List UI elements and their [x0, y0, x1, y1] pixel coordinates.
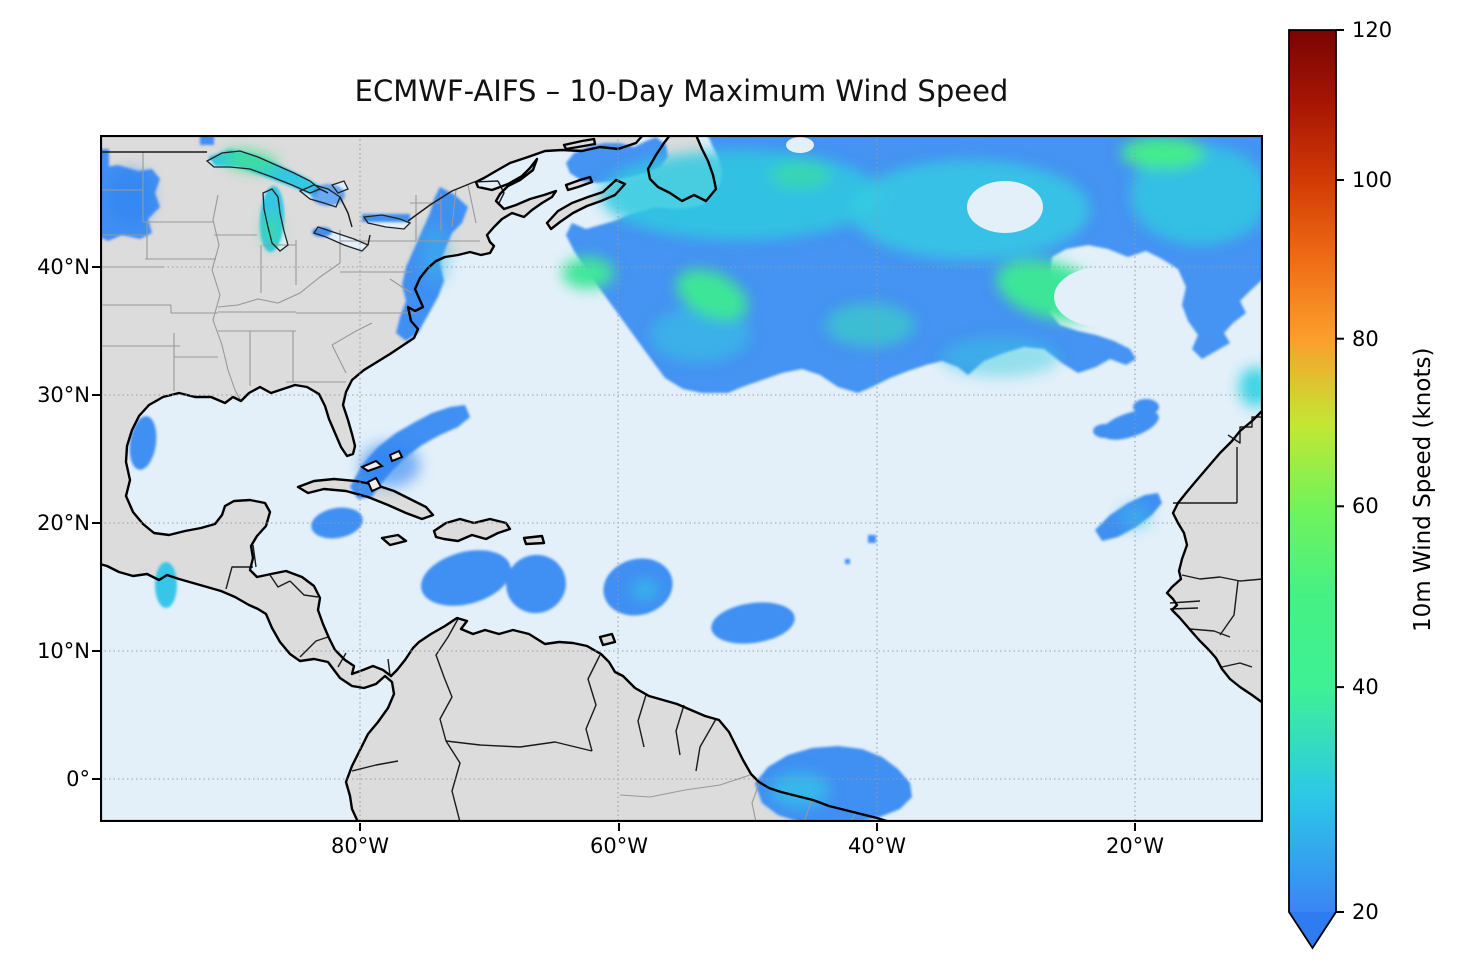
colorbar-gradient	[1289, 30, 1336, 912]
wind-accent-teal	[650, 307, 750, 363]
wind-blob-tehuantepec	[155, 562, 177, 608]
x-tickmark	[359, 823, 361, 831]
colorbar-outline	[1288, 29, 1337, 950]
wind-accent-green	[1121, 137, 1205, 169]
y-tickmark	[92, 778, 100, 780]
wind-accent-lake-superior-green	[222, 150, 278, 172]
y-tick-label: 10°N	[37, 639, 90, 663]
country-borders	[100, 151, 1263, 822]
map-plot-area	[100, 135, 1263, 822]
wind-dot-small	[845, 559, 850, 564]
x-tickmark	[876, 823, 878, 831]
wind-blob-tropical-atlantic	[711, 602, 795, 644]
y-tick-label: 40°N	[37, 255, 90, 279]
wind-accent-teal	[600, 150, 880, 240]
wind-accent-green	[676, 269, 748, 321]
wind-accent-green	[562, 257, 614, 289]
x-tickmark	[618, 823, 620, 831]
wind-gap-east-atlantic	[1054, 267, 1150, 327]
y-tickmark	[92, 266, 100, 268]
x-tick-label: 60°W	[590, 834, 648, 858]
wind-accent-equatorial-cyan	[770, 772, 830, 808]
y-tickmark	[92, 522, 100, 524]
gridlines	[100, 135, 1263, 822]
wind-blob-south-of-puerto-rico	[506, 554, 566, 614]
wind-accent-green	[770, 161, 830, 189]
wind-accent-teal	[825, 303, 915, 347]
colorbar-tick-label: 60	[1352, 494, 1379, 518]
plot-frame	[100, 135, 1263, 822]
wind-gaps	[786, 137, 1150, 327]
x-tick-label: 20°W	[1106, 834, 1164, 858]
x-tickmark	[1134, 823, 1136, 831]
wind-blob-lake-ontario	[362, 214, 410, 222]
y-tickmark	[92, 394, 100, 396]
state-borders	[100, 152, 857, 822]
bahamas-islands	[359, 449, 404, 493]
wind-blob-south-of-cuba	[311, 507, 363, 539]
map-canvas	[100, 135, 1263, 822]
colorbar	[1288, 29, 1344, 950]
colorbar-extend-arrow	[1289, 912, 1336, 948]
x-tick-label: 40°W	[848, 834, 906, 858]
colorbar-tick-label: 20	[1352, 900, 1379, 924]
wind-accent-teal	[940, 337, 1060, 377]
wind-accent-bahamas-blue	[360, 443, 420, 487]
colorbar-axis-label: 10m Wind Speed (knots)	[1410, 347, 1436, 633]
north-south-america-landmass	[100, 135, 890, 822]
wind-blob-left-edge	[100, 149, 109, 177]
wind-blob-south-of-hispaniola	[421, 550, 511, 606]
x-tick-label: 80°W	[331, 834, 389, 858]
wind-dot-mid-atlantic	[868, 535, 876, 543]
colorbar-tick-label: 120	[1352, 18, 1393, 42]
lake-outlines	[205, 150, 412, 252]
colorbar-tick-label: 80	[1352, 327, 1379, 351]
wind-accent-teal	[1130, 145, 1263, 245]
wind-accent-cyan-morocco	[1239, 367, 1263, 407]
wind-blob-lake-huron	[311, 184, 345, 206]
anticosti-island	[564, 139, 595, 149]
wind-accent-plains-blue	[108, 169, 152, 225]
colorbar-tick-label: 40	[1352, 675, 1379, 699]
wind-accent-caribbean-cyan	[631, 580, 659, 600]
wind-blob-west-gulf-of-mexico	[129, 416, 157, 470]
wind-gap-small	[786, 137, 814, 153]
wind-gap-azores	[967, 181, 1043, 233]
y-tickmark	[92, 650, 100, 652]
wind-blob-madeira-east	[1133, 399, 1159, 415]
y-tick-label: 20°N	[37, 511, 90, 535]
colorbar-tick-label: 100	[1352, 168, 1393, 192]
y-tick-label: 30°N	[37, 383, 90, 407]
wind-blob-top-edge	[200, 135, 214, 145]
borders-layer	[100, 135, 1263, 822]
y-tick-label: 0°	[66, 767, 90, 791]
wind-blob-canary-west	[1093, 424, 1117, 438]
chart-title: ECMWF-AIFS – 10-Day Maximum Wind Speed	[354, 74, 1009, 108]
colorbar-tickmarks	[1336, 29, 1344, 913]
coastlines	[100, 135, 1263, 822]
wind-accent-coastal-teal	[421, 225, 449, 285]
